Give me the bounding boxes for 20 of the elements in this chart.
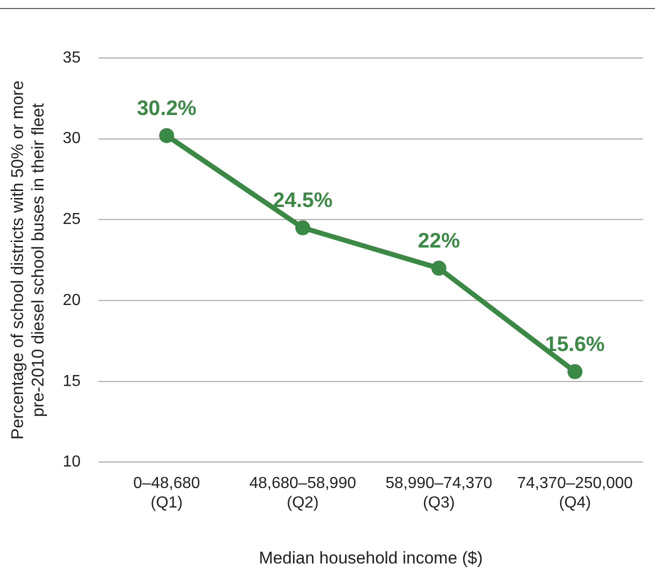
y-axis-title: Percentage of school districts with 50% or more pre-2010 diesel school buses in their fleet: [8, 80, 48, 440]
point: [295, 220, 310, 236]
x-tick-label: 0–48,680 (Q1): [133, 475, 200, 512]
x-tick-label: 58,990–74,370 (Q3): [385, 475, 492, 512]
y-tick-label: 10: [62, 454, 81, 471]
data-label: 22%: [418, 229, 460, 252]
y-tick-label: 20: [62, 292, 81, 309]
x-axis-title: Median household income ($): [258, 548, 483, 568]
point: [159, 128, 174, 144]
data-label: 24.5%: [272, 189, 333, 212]
point: [431, 260, 446, 276]
data-label: 15.6%: [545, 332, 606, 356]
x-tick-label: 74,370–250,000 (Q4): [517, 475, 633, 512]
y-tick-label: 25: [62, 211, 81, 228]
x-tick-label: 48,680–58,990 (Q2): [249, 475, 356, 512]
y-tick-label: 15: [62, 372, 81, 390]
point: [567, 364, 582, 380]
y-tick-label: 35: [62, 49, 81, 66]
y-tick-label: 30: [62, 130, 81, 148]
data-label: 30.2%: [136, 96, 197, 120]
